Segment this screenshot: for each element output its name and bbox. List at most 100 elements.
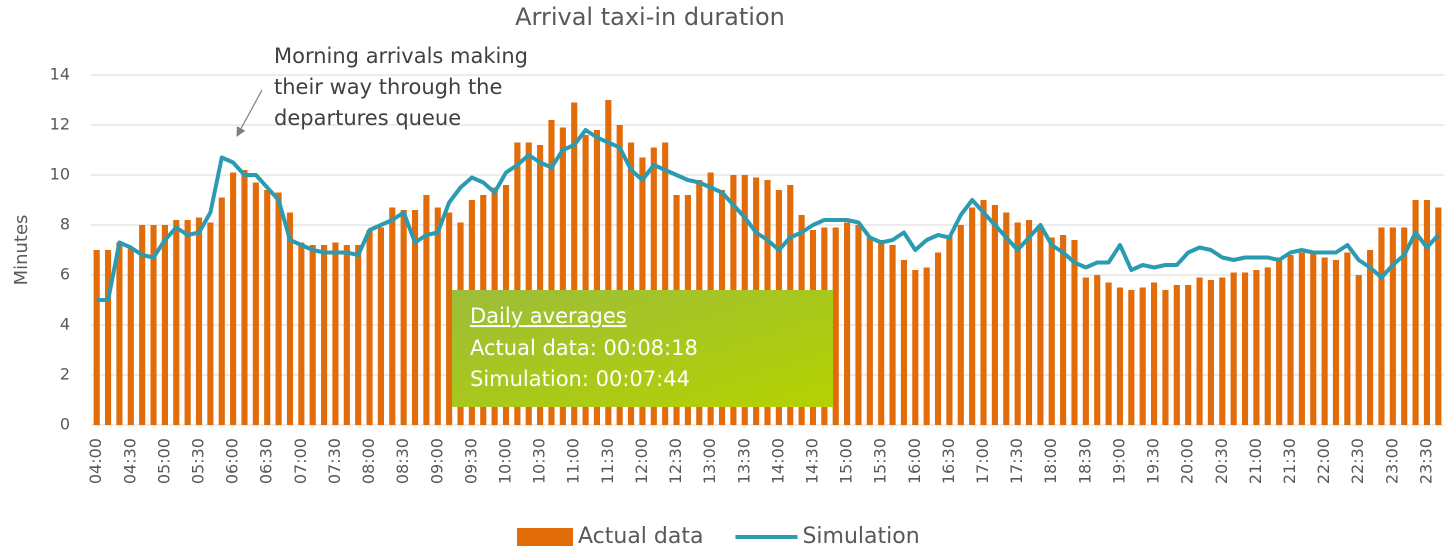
bar: [627, 142, 635, 425]
x-tick-label: 21:00: [1246, 438, 1265, 484]
bar: [389, 207, 396, 425]
y-tick-label: 0: [60, 415, 70, 434]
x-tick-label: 08:00: [359, 438, 378, 484]
bar: [1412, 200, 1419, 425]
bar: [446, 212, 453, 425]
bar: [889, 245, 896, 425]
x-tick-label: 05:00: [154, 438, 173, 484]
bar: [195, 217, 203, 425]
bar: [1241, 272, 1249, 425]
x-tick-label: 23:00: [1382, 438, 1401, 484]
x-tick-label: 19:00: [1109, 438, 1128, 484]
bar: [1367, 250, 1374, 425]
x-tick-label: 09:30: [461, 438, 480, 484]
bar: [934, 252, 942, 425]
x-tick-label: 22:30: [1348, 438, 1367, 484]
x-tick-label: 16:30: [939, 438, 958, 484]
bar: [662, 142, 669, 425]
annotation-line: their way through the: [274, 75, 502, 99]
x-tick-label: 22:00: [1314, 438, 1333, 484]
bar: [991, 205, 998, 425]
bar: [1298, 252, 1305, 425]
bar: [423, 195, 430, 425]
bar: [1344, 252, 1351, 425]
bar: [650, 147, 657, 425]
bar: [173, 220, 180, 425]
y-tick-label: 12: [50, 115, 70, 134]
bar: [252, 182, 259, 425]
legend-swatch: [517, 528, 573, 546]
bar: [127, 247, 134, 425]
x-tick-label: 15:30: [871, 438, 890, 484]
bar: [1332, 260, 1340, 425]
x-tick-label: 20:30: [1212, 438, 1231, 484]
bar: [1321, 257, 1328, 425]
x-tick-label: 16:00: [905, 438, 924, 484]
bar: [969, 207, 976, 425]
bar: [218, 197, 225, 425]
bar: [525, 142, 532, 425]
bar: [1003, 212, 1010, 425]
bar: [1253, 270, 1260, 425]
x-tick-label: 17:00: [973, 438, 992, 484]
bar: [1435, 207, 1442, 425]
annotation-line: Morning arrivals making: [274, 44, 528, 68]
bar: [286, 212, 294, 425]
bar: [1401, 227, 1408, 425]
x-tick-label: 12:00: [632, 438, 651, 484]
x-tick-label: 18:00: [1041, 438, 1060, 484]
bar: [150, 225, 157, 425]
bar: [434, 207, 441, 425]
bar: [1105, 282, 1112, 425]
bar: [1230, 272, 1237, 425]
bar: [377, 227, 384, 425]
bar: [912, 270, 919, 425]
bar: [559, 127, 566, 425]
bar: [264, 190, 271, 425]
bar: [878, 240, 885, 425]
y-tick-label: 14: [50, 65, 70, 84]
x-tick-label: 07:30: [325, 438, 344, 484]
x-tick-label: 09:00: [427, 438, 446, 484]
x-tick-label: 20:00: [1178, 438, 1197, 484]
info-box-bg: [452, 290, 833, 407]
bar: [605, 100, 612, 425]
x-tick-label: 21:30: [1280, 438, 1299, 484]
bar: [184, 220, 191, 425]
bar: [1423, 200, 1431, 425]
bar: [1151, 282, 1158, 425]
y-tick-label: 6: [60, 265, 70, 284]
bar: [548, 120, 555, 425]
bar: [1196, 277, 1203, 425]
bar: [1276, 257, 1283, 425]
bar: [298, 242, 305, 425]
x-tick-label: 18:30: [1075, 438, 1094, 484]
bar: [275, 192, 282, 425]
x-tick-label: 13:00: [700, 438, 719, 484]
x-tick-label: 17:30: [1007, 438, 1026, 484]
x-tick-label: 14:00: [768, 438, 787, 484]
info-line: Actual data: 00:08:18: [470, 336, 698, 360]
bar: [1048, 237, 1055, 425]
bar: [93, 250, 100, 425]
bar: [241, 170, 248, 425]
bar: [1014, 222, 1021, 425]
bar: [411, 210, 419, 425]
bar: [1264, 267, 1271, 425]
bar: [832, 227, 839, 425]
x-tick-label: 04:30: [120, 438, 139, 484]
bar: [1037, 227, 1044, 425]
x-tick-label: 14:30: [802, 438, 821, 484]
x-tick-label: 15:00: [837, 438, 856, 484]
x-tick-label: 19:30: [1144, 438, 1163, 484]
x-tick-label: 10:00: [495, 438, 514, 484]
x-tick-label: 11:00: [564, 438, 583, 484]
bar: [1219, 277, 1226, 425]
bar: [1094, 275, 1101, 425]
line: [96, 128, 1440, 302]
bar: [1071, 240, 1078, 425]
legend-label: Simulation: [802, 524, 919, 549]
bar: [116, 242, 123, 425]
bar: [355, 245, 362, 425]
